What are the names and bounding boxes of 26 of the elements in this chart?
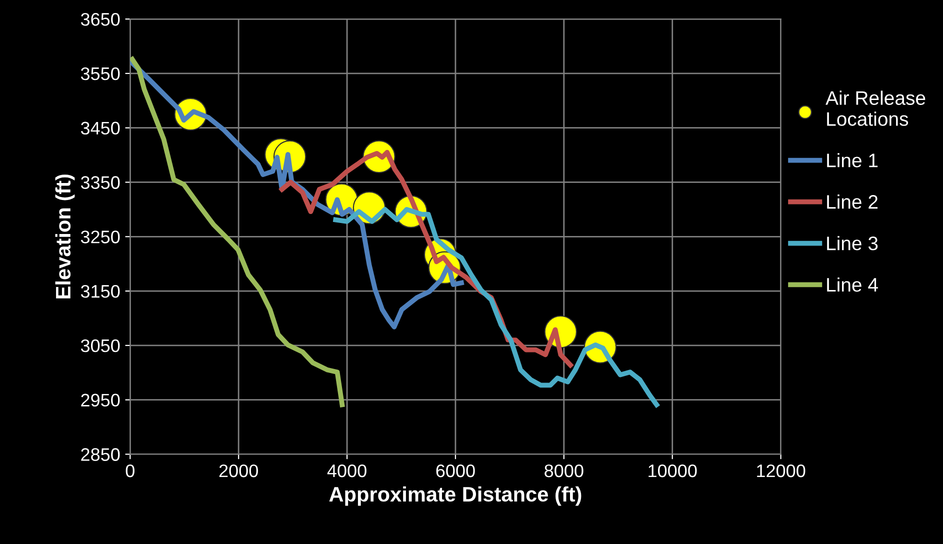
legend-label: Line 4: [827, 277, 878, 292]
legend-label: Line 2: [827, 194, 878, 209]
x-tick-label: 8000: [544, 464, 584, 478]
legend-label: Line 3: [827, 236, 878, 250]
y-tick-label: 3350: [80, 176, 120, 189]
x-tick-label: 4000: [327, 464, 366, 478]
line-series: [130, 58, 464, 330]
legend-label: Air Release Locations: [826, 90, 926, 126]
x-axis-title: Approximate Distance (ft): [329, 486, 582, 506]
legend-label: Line 1: [827, 153, 878, 168]
y-tick-label: 2850: [81, 448, 120, 461]
y-tick-label: 3250: [80, 230, 120, 244]
line-series: [333, 207, 660, 408]
y-tick-label: 3150: [80, 284, 120, 298]
x-tick-label: 0: [126, 464, 134, 478]
y-tick-label: 3550: [80, 67, 120, 80]
line-series: [130, 56, 345, 408]
y-tick-label: 2950: [81, 394, 120, 407]
x-tick-label: 10000: [648, 464, 697, 478]
x-tick-label: 6000: [436, 464, 475, 478]
x-tick-label: 2000: [219, 464, 258, 478]
y-tick-label: 3650: [80, 12, 120, 26]
y-tick-label: 3050: [80, 339, 120, 352]
x-tick-label: 12000: [757, 464, 806, 478]
y-axis-title: Elevation (ft): [55, 174, 75, 298]
y-tick-label: 3450: [80, 122, 120, 135]
